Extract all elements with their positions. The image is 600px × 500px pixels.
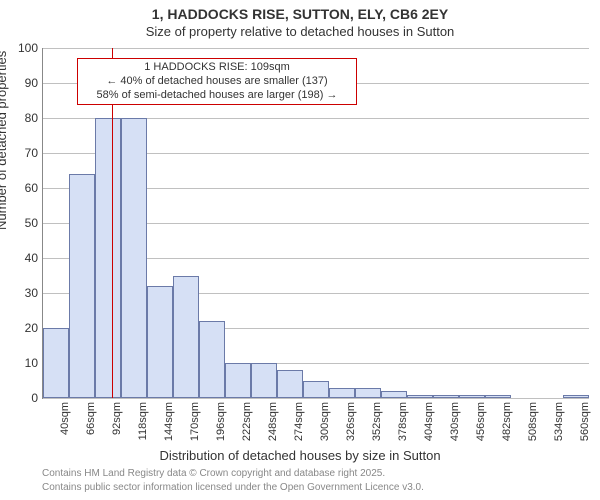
x-tick-label: 404sqm xyxy=(423,402,435,452)
annotation-box: 1 HADDOCKS RISE: 109sqm← 40% of detached… xyxy=(77,58,357,105)
histogram-bar xyxy=(225,363,251,398)
histogram-bar xyxy=(95,118,121,398)
x-tick-label: 274sqm xyxy=(293,402,305,452)
histogram-bar xyxy=(381,391,407,398)
plot-area: 1 HADDOCKS RISE: 109sqm← 40% of detached… xyxy=(42,48,589,399)
histogram-bar xyxy=(43,328,69,398)
y-tick-label: 60 xyxy=(4,181,38,195)
x-tick-label: 430sqm xyxy=(449,402,461,452)
annotation-line: 1 HADDOCKS RISE: 109sqm xyxy=(84,61,350,75)
x-tick-label: 326sqm xyxy=(345,402,357,452)
x-tick-label: 118sqm xyxy=(137,402,149,452)
x-tick-label: 560sqm xyxy=(579,402,591,452)
x-tick-label: 456sqm xyxy=(475,402,487,452)
histogram-bar xyxy=(407,395,433,399)
x-tick-label: 66sqm xyxy=(85,402,97,452)
y-tick-label: 100 xyxy=(4,41,38,55)
x-tick-label: 92sqm xyxy=(111,402,123,452)
y-tick-label: 70 xyxy=(4,146,38,160)
x-tick-label: 170sqm xyxy=(189,402,201,452)
histogram-bar xyxy=(199,321,225,398)
histogram-bar xyxy=(485,395,511,399)
x-tick-label: 534sqm xyxy=(553,402,565,452)
y-tick-label: 90 xyxy=(4,76,38,90)
histogram-bar xyxy=(303,381,329,399)
footer-line-2: Contains public sector information licen… xyxy=(42,482,424,493)
histogram-bar xyxy=(173,276,199,399)
y-tick-label: 0 xyxy=(4,391,38,405)
y-tick-label: 50 xyxy=(4,216,38,230)
histogram-bar xyxy=(563,395,589,399)
y-tick-label: 10 xyxy=(4,356,38,370)
x-tick-label: 352sqm xyxy=(371,402,383,452)
x-tick-label: 378sqm xyxy=(397,402,409,452)
histogram-bar xyxy=(433,395,459,399)
x-tick-label: 482sqm xyxy=(501,402,513,452)
y-tick-label: 30 xyxy=(4,286,38,300)
gridline xyxy=(43,48,589,49)
histogram-bar xyxy=(251,363,277,398)
y-tick-label: 20 xyxy=(4,321,38,335)
histogram-bar xyxy=(459,395,485,399)
annotation-line: ← 40% of detached houses are smaller (13… xyxy=(84,75,350,89)
footer-line-1: Contains HM Land Registry data © Crown c… xyxy=(42,468,385,479)
histogram-bar xyxy=(69,174,95,398)
histogram-bar xyxy=(277,370,303,398)
histogram-bar xyxy=(121,118,147,398)
gridline xyxy=(43,398,589,399)
y-tick-label: 80 xyxy=(4,111,38,125)
annotation-line: 58% of semi-detached houses are larger (… xyxy=(84,89,350,103)
x-tick-label: 248sqm xyxy=(267,402,279,452)
x-tick-label: 300sqm xyxy=(319,402,331,452)
histogram-bar xyxy=(355,388,381,399)
histogram-bar xyxy=(329,388,355,399)
x-tick-label: 40sqm xyxy=(59,402,71,452)
y-tick-label: 40 xyxy=(4,251,38,265)
histogram-bar xyxy=(147,286,173,398)
x-tick-label: 144sqm xyxy=(163,402,175,452)
x-tick-label: 508sqm xyxy=(527,402,539,452)
chart-title-line-2: Size of property relative to detached ho… xyxy=(0,24,600,39)
x-tick-label: 196sqm xyxy=(215,402,227,452)
x-tick-label: 222sqm xyxy=(241,402,253,452)
chart-title-line-1: 1, HADDOCKS RISE, SUTTON, ELY, CB6 2EY xyxy=(0,6,600,22)
